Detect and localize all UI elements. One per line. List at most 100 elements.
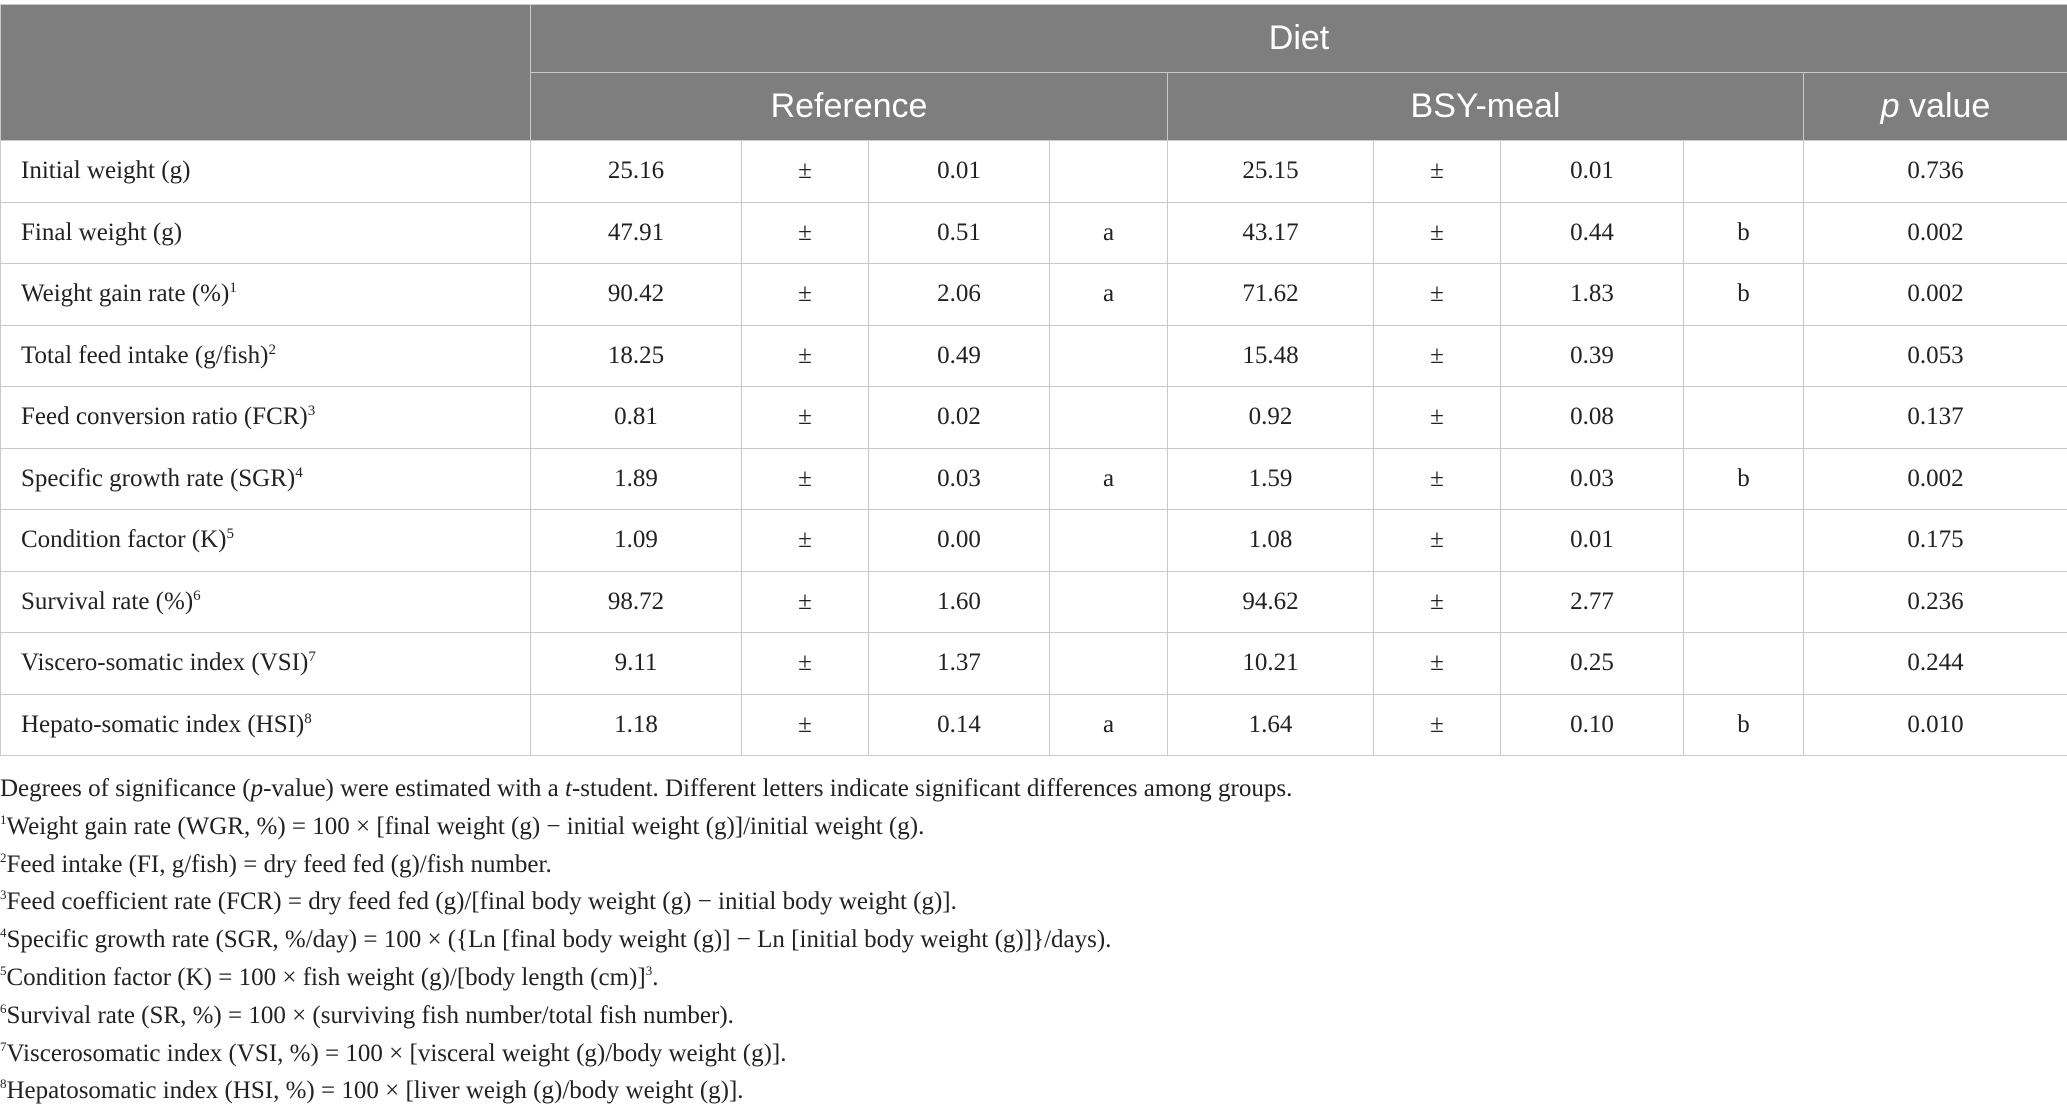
cell-bsy-letter	[1684, 141, 1804, 203]
cell-bsy-sd: 2.77	[1501, 571, 1684, 633]
cell-bsy-letter: b	[1684, 202, 1804, 264]
cell-bsy-pm: ±	[1374, 633, 1501, 695]
cell-bsy-sd: 0.25	[1501, 633, 1684, 695]
cell-ref-letter: a	[1050, 264, 1168, 326]
cell-bsy-letter: b	[1684, 448, 1804, 510]
cell-ref-pm: ±	[742, 633, 869, 695]
footnote-ref: 8	[304, 711, 312, 727]
cell-ref-mean: 25.16	[531, 141, 742, 203]
note-italic-p: p	[251, 775, 264, 802]
cell-bsy-sd: 0.08	[1501, 387, 1684, 449]
row-label-text: Total feed intake (g/fish)	[21, 342, 268, 369]
cell-ref-sd: 2.06	[869, 264, 1050, 326]
cell-ref-letter	[1050, 571, 1168, 633]
row-label-text: Condition factor (K)	[21, 526, 227, 553]
cell-ref-mean: 98.72	[531, 571, 742, 633]
cell-ref-sd: 0.02	[869, 387, 1050, 449]
footnote-text: Weight gain rate (WGR, %) = 100 × [final…	[7, 813, 925, 840]
header-p-value: p value	[1804, 73, 2067, 141]
cell-bsy-mean: 1.08	[1168, 510, 1374, 572]
row-label-text: Viscero-somatic index (VSI)	[21, 649, 308, 676]
cell-ref-mean: 90.42	[531, 264, 742, 326]
header-empty-cell	[1, 5, 531, 141]
cell-bsy-letter	[1684, 387, 1804, 449]
table-header: Diet Reference BSY-meal p value	[1, 5, 2067, 141]
cell-bsy-mean: 1.64	[1168, 694, 1374, 756]
cell-ref-mean: 1.89	[531, 448, 742, 510]
cell-ref-sd: 0.49	[869, 325, 1050, 387]
cell-ref-letter	[1050, 510, 1168, 572]
row-label-text: Final weight (g)	[21, 219, 182, 246]
cell-bsy-mean: 43.17	[1168, 202, 1374, 264]
cell-ref-pm: ±	[742, 141, 869, 203]
footnote: 2Feed intake (FI, g/fish) = dry feed fed…	[0, 846, 2060, 884]
header-bsy-meal: BSY-meal	[1168, 73, 1804, 141]
cell-ref-pm: ±	[742, 448, 869, 510]
header-reference: Reference	[531, 73, 1168, 141]
note-text: -value) were estimated with a	[263, 775, 565, 802]
cell-bsy-mean: 1.59	[1168, 448, 1374, 510]
row-label: Hepato-somatic index (HSI)8	[1, 694, 531, 756]
cell-bsy-mean: 15.48	[1168, 325, 1374, 387]
cell-p: 0.010	[1804, 694, 2067, 756]
cell-bsy-sd: 0.01	[1501, 510, 1684, 572]
cell-bsy-mean: 10.21	[1168, 633, 1374, 695]
cell-bsy-mean: 71.62	[1168, 264, 1374, 326]
cell-bsy-mean: 94.62	[1168, 571, 1374, 633]
footnote: 4Specific growth rate (SGR, %/day) = 100…	[0, 921, 2060, 959]
cell-ref-mean: 1.09	[531, 510, 742, 572]
cell-p: 0.175	[1804, 510, 2067, 572]
row-label: Final weight (g)	[1, 202, 531, 264]
cell-bsy-pm: ±	[1374, 325, 1501, 387]
cell-ref-sd: 1.60	[869, 571, 1050, 633]
row-label: Initial weight (g)	[1, 141, 531, 203]
row-label: Feed conversion ratio (FCR)3	[1, 387, 531, 449]
cell-ref-mean: 0.81	[531, 387, 742, 449]
footnote: 8Hepatosomatic index (HSI, %) = 100 × [l…	[0, 1072, 2060, 1110]
row-label-text: Survival rate (%)	[21, 588, 193, 615]
cell-ref-mean: 18.25	[531, 325, 742, 387]
footnote-text: Specific growth rate (SGR, %/day) = 100 …	[7, 926, 1112, 953]
cell-ref-pm: ±	[742, 264, 869, 326]
row-label-text: Specific growth rate (SGR)	[21, 465, 295, 492]
note-italic-t: t	[565, 775, 572, 802]
row-label: Condition factor (K)5	[1, 510, 531, 572]
cell-ref-letter: a	[1050, 202, 1168, 264]
cell-ref-sd: 0.03	[869, 448, 1050, 510]
footnote-ref: 4	[295, 465, 303, 481]
footnote-text: Survival rate (SR, %) = 100 × (surviving…	[7, 1002, 734, 1029]
row-label-text: Weight gain rate (%)	[21, 280, 229, 307]
row-label: Specific growth rate (SGR)4	[1, 448, 531, 510]
cell-bsy-letter: b	[1684, 694, 1804, 756]
footnote: 1Weight gain rate (WGR, %) = 100 × [fina…	[0, 808, 2060, 846]
p-italic: p	[1881, 87, 1900, 125]
cell-p: 0.002	[1804, 264, 2067, 326]
note-text: -student. Different letters indicate sig…	[572, 775, 1292, 802]
cell-bsy-letter	[1684, 633, 1804, 695]
table-footnotes: Degrees of significance (p-value) were e…	[0, 770, 2060, 1110]
cell-ref-mean: 1.18	[531, 694, 742, 756]
cell-bsy-letter: b	[1684, 264, 1804, 326]
footnote-list: 1Weight gain rate (WGR, %) = 100 × [fina…	[0, 808, 2060, 1110]
footnote: 6Survival rate (SR, %) = 100 × (survivin…	[0, 997, 2060, 1035]
footnote: 7Viscerosomatic index (VSI, %) = 100 × […	[0, 1035, 2060, 1073]
cell-bsy-pm: ±	[1374, 510, 1501, 572]
footnote-ref: 7	[308, 649, 316, 665]
row-label-text: Hepato-somatic index (HSI)	[21, 711, 304, 738]
footnote-ref: 5	[227, 526, 235, 542]
p-value-suffix: value	[1900, 87, 1991, 125]
header-diet: Diet	[531, 5, 2067, 73]
significance-note: Degrees of significance (p-value) were e…	[0, 770, 2060, 808]
footnote-text: Hepatosomatic index (HSI, %) = 100 × [li…	[7, 1077, 744, 1104]
cell-ref-letter: a	[1050, 694, 1168, 756]
row-label: Survival rate (%)6	[1, 571, 531, 633]
cell-bsy-pm: ±	[1374, 694, 1501, 756]
cell-bsy-pm: ±	[1374, 202, 1501, 264]
cell-p: 0.002	[1804, 448, 2067, 510]
cell-bsy-letter	[1684, 325, 1804, 387]
